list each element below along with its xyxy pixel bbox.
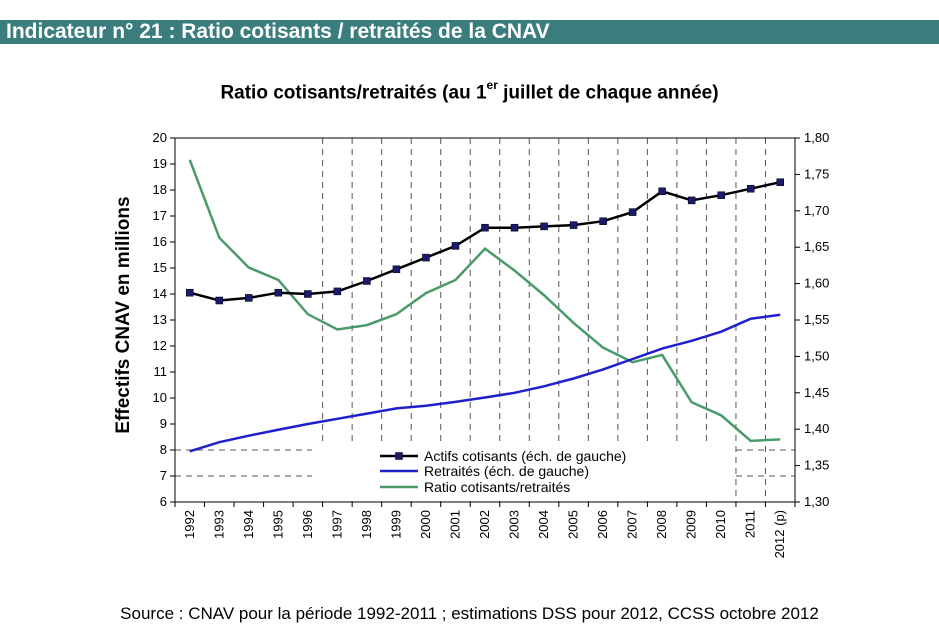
data-point-actifs — [392, 265, 401, 274]
chart-title-main: Ratio cotisants/retraités (au 1 — [220, 82, 487, 104]
x-tick-label: 2012 (p) — [772, 510, 787, 558]
data-point-actifs — [451, 242, 460, 250]
y-tick-label: 7 — [160, 468, 167, 483]
x-tick-label: 2005 — [566, 510, 581, 539]
x-tick-label: 2007 — [625, 510, 640, 539]
y2-tick-label: 1,50 — [804, 348, 829, 363]
y-tick-label: 16 — [153, 234, 167, 249]
data-point-actifs — [510, 223, 519, 232]
data-point-actifs — [333, 287, 342, 296]
x-tick-label: 2002 — [477, 510, 492, 539]
chart-title: Ratio cotisants/retraités (au 1er juille… — [0, 78, 939, 104]
x-tick-label: 2011 — [743, 510, 758, 538]
y-tick-label: 11 — [154, 364, 168, 379]
y-tick-label: 18 — [153, 182, 167, 197]
x-tick-label: 2006 — [595, 510, 610, 539]
data-point-actifs — [363, 277, 371, 285]
data-point-actifs — [599, 217, 607, 225]
y2-tick-label: 1,75 — [804, 166, 829, 181]
indicator-header: Indicateur n° 21 : Ratio cotisants / ret… — [0, 20, 939, 44]
line-chart: 6 7 8 9 10 11 12 13 14 15 16 17 18 19 20 1,30 1,35 1,40 1,… — [113, 130, 829, 558]
x-tick-label: 1995 — [270, 510, 285, 539]
y-tick-label: 15 — [153, 260, 167, 275]
x-tick-label: 2004 — [536, 510, 551, 539]
data-point-actifs — [717, 191, 725, 199]
data-point-actifs — [569, 221, 578, 229]
y-tick-label: 19 — [153, 156, 167, 171]
y2-tick-label: 1,35 — [804, 458, 829, 473]
data-point-actifs — [304, 290, 312, 298]
data-point-actifs — [746, 184, 755, 193]
data-point-actifs — [422, 253, 430, 262]
source-note: Source : CNAV pour la période 1992-2011 … — [120, 604, 819, 623]
indicator-title: Indicateur n° 21 : Ratio cotisants / ret… — [6, 20, 550, 43]
data-point-actifs — [658, 187, 666, 196]
x-tick-label: 1992 — [182, 510, 197, 539]
y-tick-label: 13 — [153, 312, 167, 327]
x-tick-label: 1999 — [388, 510, 403, 539]
y-tick-label: 12 — [153, 338, 167, 353]
x-tick-label: 1996 — [300, 510, 315, 539]
x-tick-label: 2000 — [418, 510, 433, 539]
y-tick-label: 17 — [153, 208, 167, 223]
y2-tick-label: 1,60 — [804, 276, 829, 291]
series-line-ratio — [188, 159, 781, 443]
chart-title-rest: juillet de chaque année) — [497, 82, 719, 104]
y-tick-label: 10 — [153, 390, 167, 405]
y-axis-label: Effectifs CNAV en millions — [113, 196, 134, 433]
x-tick-label: 2010 — [713, 510, 728, 539]
data-point-actifs — [776, 178, 784, 186]
y2-tick-label: 1,70 — [804, 203, 829, 218]
x-tick-label: 2008 — [654, 510, 669, 539]
y-tick-label: 8 — [160, 442, 167, 457]
chart-title-sup: er — [486, 78, 498, 92]
data-point-actifs — [540, 222, 548, 231]
x-tick-label: 1994 — [241, 510, 256, 539]
x-tick-label: 2009 — [684, 510, 699, 539]
data-point-actifs — [481, 223, 489, 232]
y-tick-label: 20 — [153, 130, 167, 145]
x-tick-label: 1993 — [211, 510, 226, 539]
y2-tick-label: 1,30 — [804, 494, 829, 509]
x-tick-label: 1997 — [329, 510, 344, 539]
data-point-actifs — [274, 288, 283, 297]
legend-label-ratio: Ratio cotisants/retraités — [424, 479, 570, 495]
y2-tick-label: 1,65 — [804, 239, 829, 254]
y2-tick-label: 1,40 — [804, 421, 829, 436]
legend-label-retraites: Retraités (éch. de gauche) — [424, 463, 589, 479]
y-tick-label: 9 — [160, 416, 167, 431]
y2-tick-label: 1,45 — [804, 385, 829, 400]
series-line-retraites — [189, 313, 781, 453]
data-point-actifs — [245, 294, 253, 302]
x-tick-label: 1998 — [359, 510, 374, 539]
legend-marker-actifs — [395, 452, 403, 460]
x-tick-label: 2003 — [507, 510, 522, 539]
y-tick-label: 6 — [160, 494, 167, 509]
legend-label-actifs: Actifs cotisants (éch. de gauche) — [424, 448, 626, 464]
y2-tick-label: 1,80 — [804, 130, 829, 145]
y-tick-label: 14 — [153, 286, 167, 301]
data-point-actifs — [186, 288, 194, 297]
data-point-actifs — [628, 208, 637, 216]
y2-tick-label: 1,55 — [804, 312, 829, 327]
x-tick-label: 2001 — [447, 510, 462, 539]
data-point-actifs — [215, 296, 224, 305]
data-point-actifs — [687, 196, 696, 205]
